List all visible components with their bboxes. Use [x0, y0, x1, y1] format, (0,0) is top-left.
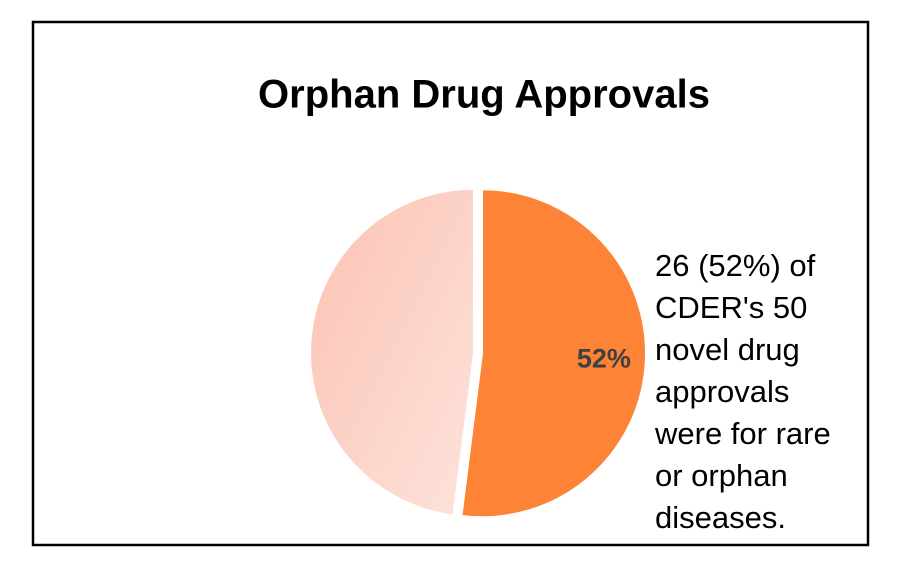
annotation-line: approvals — [655, 374, 789, 409]
annotation-line: 26 (52%) of — [655, 248, 816, 283]
pie-slice — [460, 188, 647, 519]
annotation-line: CDER's 50 — [655, 290, 807, 325]
data-label: 52% — [577, 344, 631, 374]
pie-slice — [309, 187, 476, 517]
annotation: 26 (52%) of CDER's 50 novel drug approvals w… — [654, 248, 831, 535]
chart-title: Orphan Drug Approvals — [258, 73, 710, 117]
annotation-line: or orphan — [655, 458, 788, 493]
annotation-line: novel drug — [655, 332, 800, 367]
annotation-line: were for rare — [654, 416, 831, 451]
annotation-line: diseases. — [655, 500, 786, 535]
